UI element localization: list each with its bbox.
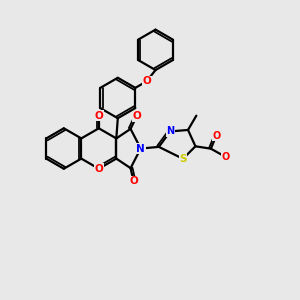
Text: N: N: [136, 143, 145, 154]
Text: N: N: [166, 126, 174, 136]
Text: O: O: [142, 76, 151, 86]
Text: O: O: [222, 152, 230, 162]
Text: S: S: [179, 154, 187, 164]
Text: O: O: [212, 130, 220, 141]
Text: O: O: [94, 111, 103, 121]
Text: O: O: [94, 164, 103, 174]
Text: O: O: [132, 111, 141, 122]
Text: O: O: [129, 176, 138, 186]
